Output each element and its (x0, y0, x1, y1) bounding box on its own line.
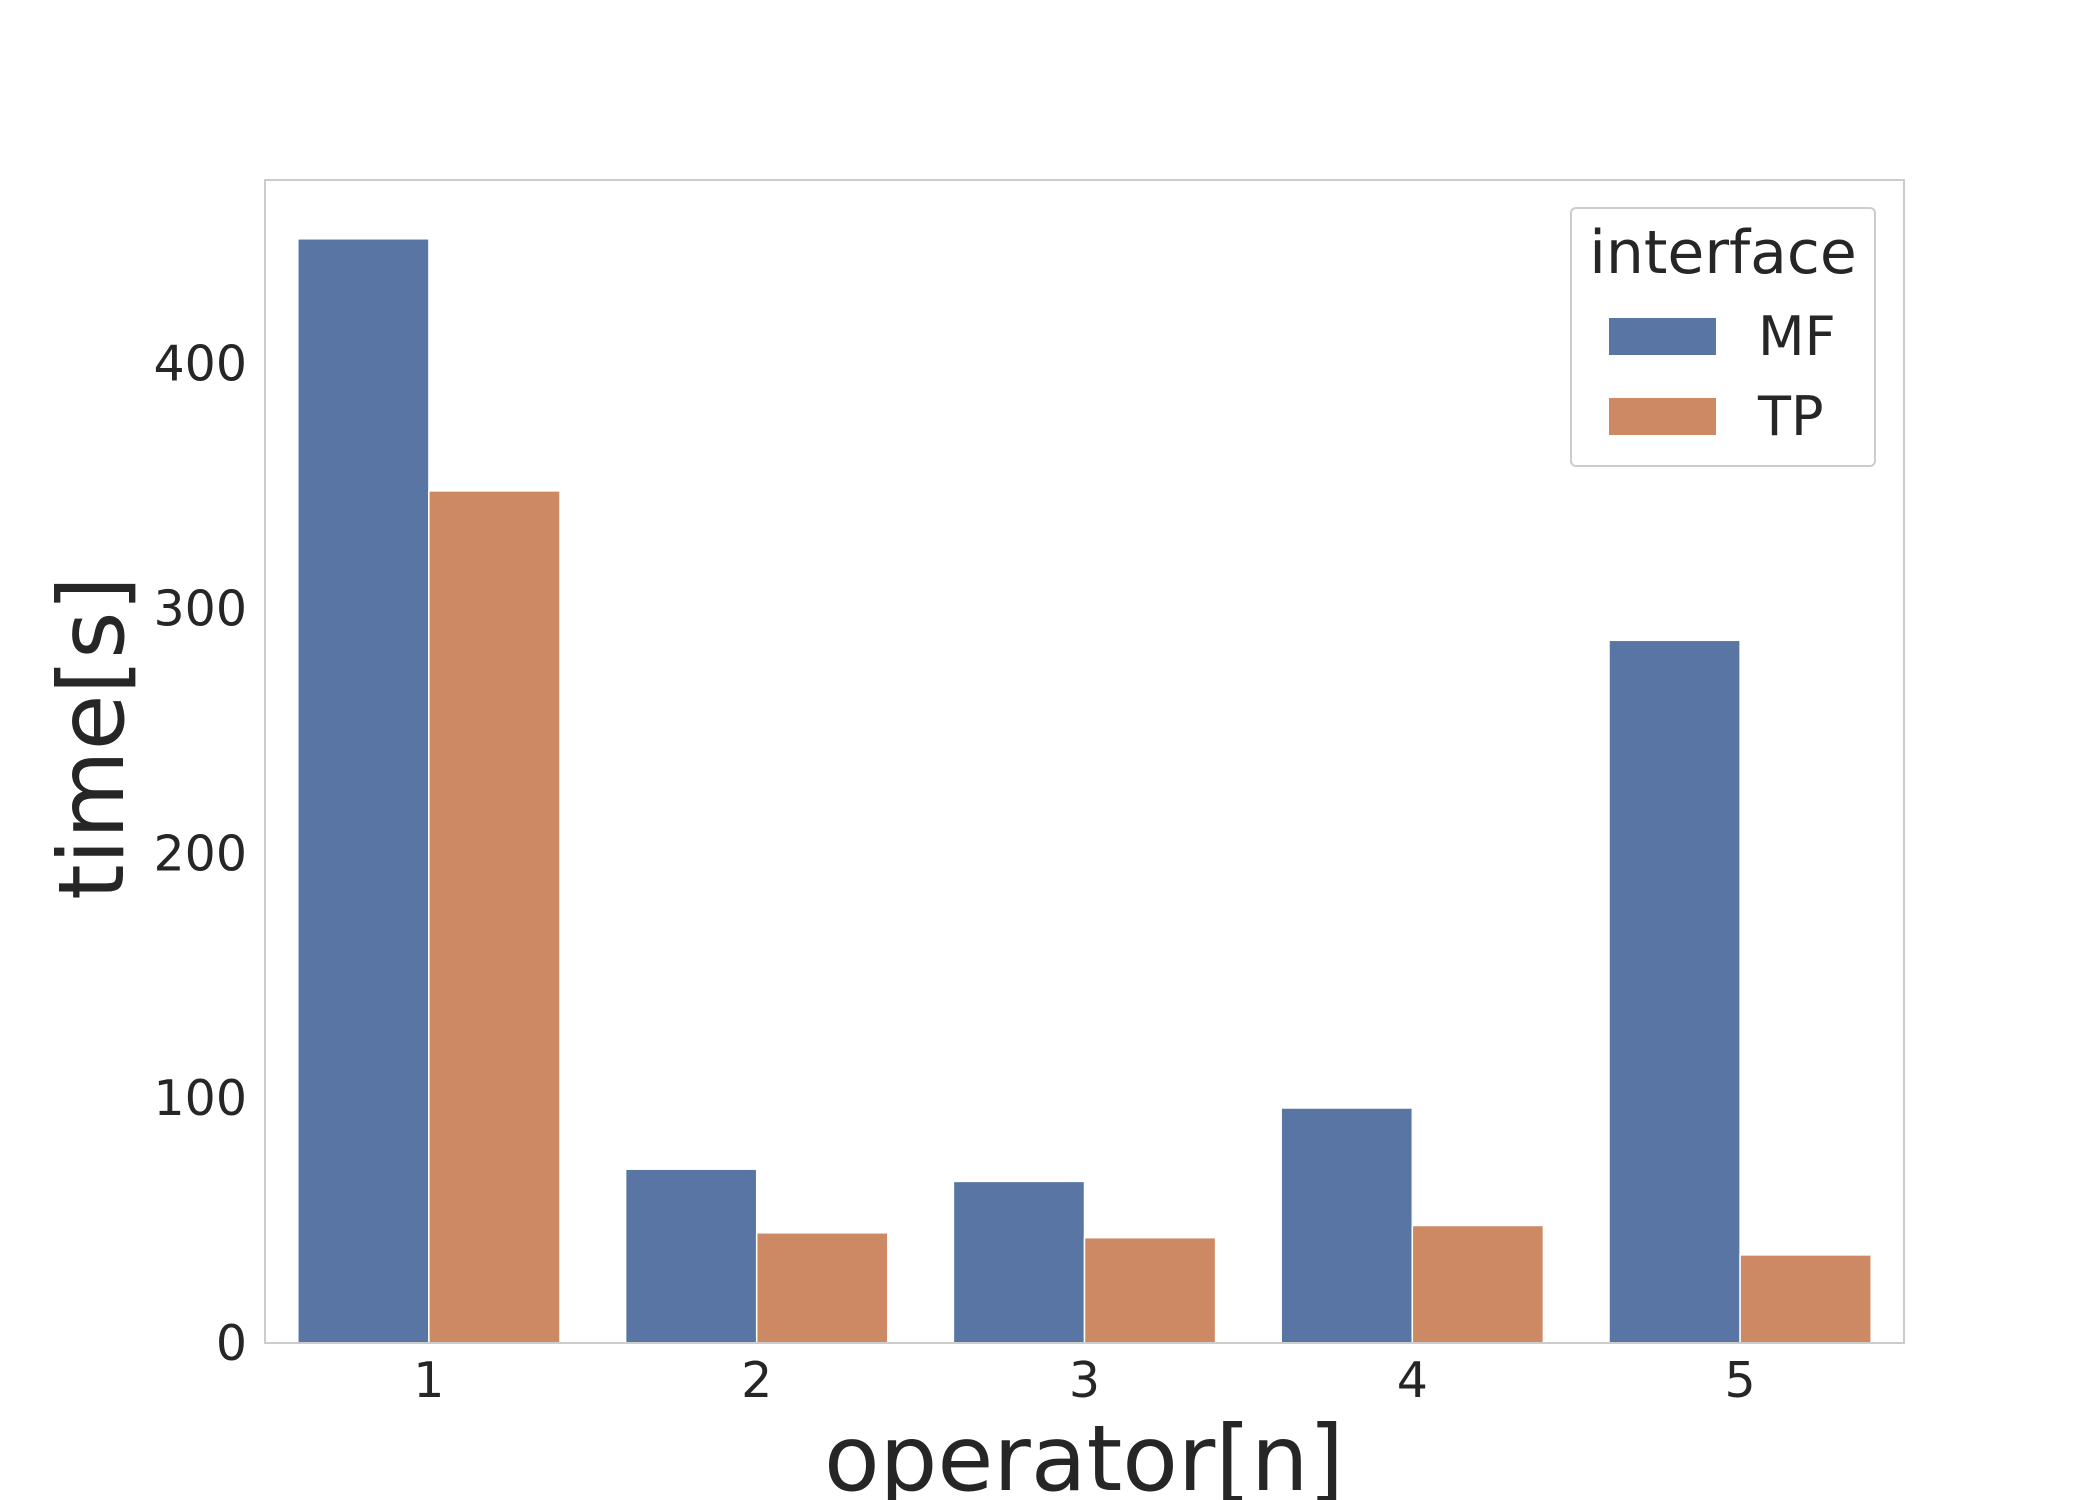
bar-mf-3 (952, 1180, 1086, 1344)
y-tick-label: 300 (153, 581, 247, 638)
x-tick-label: 4 (1397, 1352, 1428, 1409)
bars-layer (297, 238, 1872, 1344)
bar-tp-2 (755, 1232, 889, 1344)
legend-swatch-tp (1609, 398, 1716, 435)
x-tick-label: 1 (413, 1352, 444, 1409)
x-tick-label: 5 (1725, 1352, 1756, 1409)
y-tick-label: 200 (153, 825, 247, 882)
y-tick-label: 100 (153, 1070, 247, 1127)
bar-mf-2 (624, 1168, 758, 1344)
bar-tp-3 (1083, 1236, 1217, 1344)
legend: interface MF TP (1570, 207, 1876, 467)
bar-mf-4 (1280, 1107, 1414, 1344)
x-tick-label: 2 (741, 1352, 772, 1409)
bar-mf-1 (297, 238, 430, 1344)
bar-tp-1 (428, 490, 561, 1344)
y-tick-labels: 0 100 200 300 400 (153, 336, 247, 1372)
bar-tp-5 (1739, 1254, 1872, 1344)
legend-title: interface (1589, 218, 1857, 288)
x-axis-title: operator[n] (824, 1407, 1344, 1500)
legend-label-mf: MF (1758, 305, 1836, 368)
x-tick-labels: 1 2 3 4 5 (413, 1352, 1755, 1409)
bar-tp-4 (1411, 1224, 1545, 1344)
y-tick-label: 400 (153, 336, 247, 393)
y-axis-title: time[s] (40, 576, 145, 900)
plot-frame (264, 179, 1905, 1344)
y-tick-label: 0 (216, 1315, 247, 1372)
legend-swatch-mf (1609, 318, 1716, 355)
bar-mf-5 (1608, 639, 1741, 1344)
x-tick-label: 3 (1069, 1352, 1100, 1409)
legend-label-tp: TP (1757, 385, 1824, 448)
